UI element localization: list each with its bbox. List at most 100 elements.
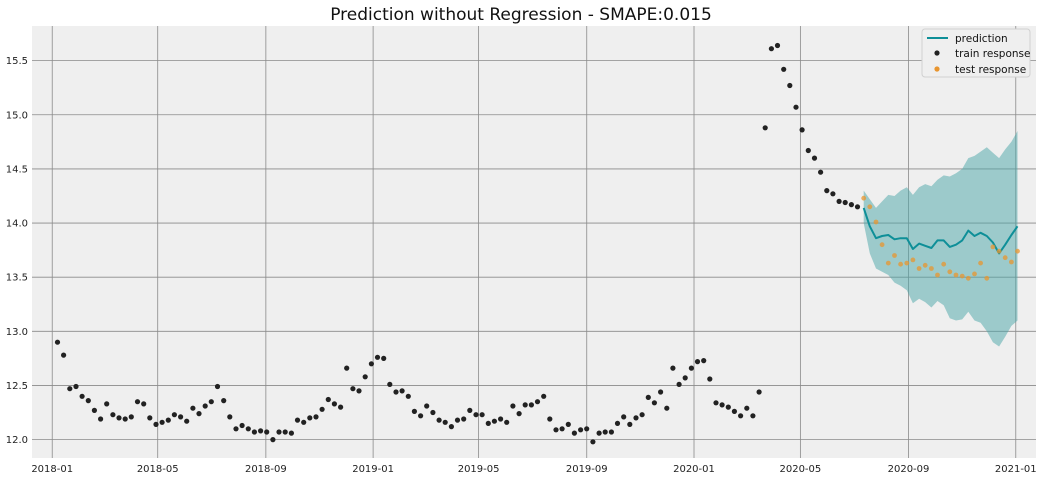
x-tick-label: 2018-05 bbox=[137, 464, 179, 475]
train-response-point bbox=[658, 389, 664, 395]
y-tick-label: 13.5 bbox=[6, 273, 28, 284]
x-tick-label: 2020-09 bbox=[888, 464, 930, 475]
train-response-point bbox=[79, 393, 85, 399]
train-response-point bbox=[159, 419, 165, 425]
train-response-point bbox=[645, 394, 651, 400]
y-tick-label: 14.0 bbox=[6, 219, 28, 230]
train-response-point bbox=[393, 389, 399, 395]
train-response-point bbox=[818, 169, 824, 175]
train-response-point bbox=[104, 401, 110, 407]
train-response-point bbox=[270, 437, 276, 443]
train-response-point bbox=[762, 125, 768, 131]
train-response-point bbox=[565, 421, 571, 427]
train-response-point bbox=[214, 383, 221, 390]
train-response-point bbox=[848, 202, 855, 208]
train-response-point bbox=[184, 418, 190, 424]
train-response-point bbox=[165, 417, 171, 423]
train-response-point bbox=[824, 188, 830, 194]
train-response-point bbox=[467, 407, 473, 413]
test-response-point bbox=[953, 272, 959, 278]
train-response-point bbox=[368, 361, 374, 367]
train-response-point bbox=[781, 66, 787, 72]
train-response-point bbox=[491, 418, 497, 424]
train-response-point bbox=[294, 417, 301, 423]
train-response-point bbox=[313, 414, 319, 420]
train-response-point bbox=[436, 417, 442, 423]
train-response-point bbox=[842, 199, 848, 206]
train-response-point bbox=[473, 412, 479, 418]
train-response-point bbox=[836, 198, 842, 204]
train-response-point bbox=[553, 427, 559, 433]
train-response-point bbox=[534, 399, 541, 405]
train-response-point bbox=[233, 426, 239, 432]
train-response-point bbox=[301, 419, 307, 425]
train-response-point bbox=[676, 381, 682, 387]
train-response-point bbox=[356, 388, 362, 394]
test-response-point bbox=[861, 195, 867, 201]
test-response-point bbox=[990, 244, 996, 250]
train-response-point bbox=[424, 403, 430, 409]
train-response-point bbox=[411, 408, 417, 414]
train-response-point bbox=[485, 420, 491, 426]
train-response-point bbox=[442, 419, 448, 425]
test-response-point bbox=[929, 266, 934, 271]
x-tick-label: 2020-05 bbox=[779, 464, 821, 475]
test-response-point bbox=[972, 271, 977, 277]
test-response-point bbox=[879, 242, 885, 248]
train-response-point bbox=[85, 398, 91, 404]
train-response-point bbox=[688, 365, 695, 371]
chart-title: Prediction without Regression - SMAPE:0.… bbox=[330, 5, 712, 25]
test-response-point bbox=[1009, 259, 1014, 265]
train-response-point bbox=[811, 155, 818, 161]
train-response-point bbox=[122, 416, 128, 422]
train-response-point bbox=[344, 365, 350, 371]
test-response-point bbox=[965, 275, 971, 281]
train-response-point bbox=[251, 429, 257, 435]
train-response-point bbox=[374, 354, 381, 360]
train-response-point bbox=[245, 426, 251, 432]
train-response-point bbox=[682, 375, 688, 381]
train-response-point bbox=[547, 416, 553, 422]
train-response-point bbox=[387, 381, 393, 387]
legend-prediction-label: prediction bbox=[955, 33, 1008, 45]
y-tick-label: 14.5 bbox=[6, 164, 28, 175]
test-response-point bbox=[873, 219, 879, 225]
train-response-point bbox=[331, 401, 337, 407]
x-tick-label: 2019-05 bbox=[458, 464, 500, 475]
train-response-point bbox=[116, 415, 122, 421]
train-response-point bbox=[362, 374, 368, 380]
train-response-point bbox=[338, 404, 344, 410]
train-response-point bbox=[134, 399, 141, 405]
train-response-point bbox=[738, 413, 744, 419]
train-response-point bbox=[830, 191, 836, 197]
prediction-interval-area bbox=[863, 131, 1018, 347]
test-response-point bbox=[910, 257, 916, 263]
test-response-point bbox=[892, 253, 897, 258]
train-response-point bbox=[639, 412, 645, 418]
test-response-point bbox=[978, 260, 983, 266]
train-response-point bbox=[54, 339, 61, 345]
train-response-point bbox=[578, 427, 584, 433]
train-response-point bbox=[196, 411, 202, 417]
train-response-point bbox=[805, 147, 811, 154]
prediction-interval-band bbox=[863, 131, 1018, 347]
test-response-point bbox=[935, 272, 940, 278]
test-response-point bbox=[916, 266, 922, 271]
y-tick-label: 13.0 bbox=[6, 327, 28, 338]
train-response-point bbox=[454, 417, 461, 423]
train-response-point bbox=[153, 421, 159, 427]
train-response-point bbox=[258, 428, 264, 434]
train-response-point bbox=[528, 402, 535, 408]
train-response-point bbox=[141, 401, 147, 407]
train-response-point bbox=[350, 386, 356, 392]
train-response-point bbox=[202, 403, 208, 409]
test-response-point bbox=[1015, 248, 1020, 254]
train-response-point bbox=[627, 421, 633, 427]
train-response-point bbox=[399, 388, 405, 394]
train-response-point bbox=[614, 420, 621, 426]
test-response-point bbox=[867, 204, 873, 210]
legend-test-label: test response bbox=[955, 64, 1026, 76]
train-response-point bbox=[178, 414, 184, 420]
train-response-point bbox=[694, 359, 701, 365]
